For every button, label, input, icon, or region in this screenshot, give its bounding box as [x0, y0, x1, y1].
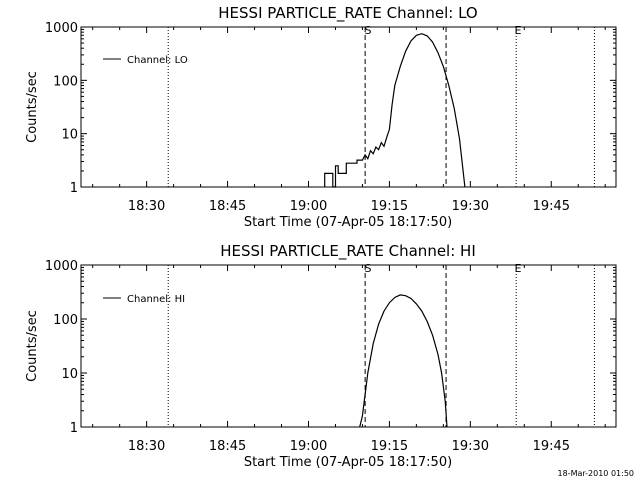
- x-axis-label: Start Time (07-Apr-05 18:17:50): [244, 215, 452, 230]
- y-tick-label: 1000: [45, 21, 78, 36]
- x-tick-label: 18:45: [209, 439, 246, 454]
- x-tick-label: 18:30: [128, 439, 165, 454]
- panel-dynamic-marks: [81, 26, 616, 188]
- y-axis-label: Counts/sec: [25, 310, 40, 382]
- chart-panel-lo: HESSI PARTICLE_RATE Channel: LO Start Ti…: [25, 4, 617, 230]
- x-axis-label: Start Time (07-Apr-05 18:17:50): [244, 455, 452, 470]
- chart-title: HESSI PARTICLE_RATE Channel: LO: [218, 4, 477, 23]
- x-tick-label: 19:15: [371, 199, 408, 214]
- footer-timestamp: 18-Mar-2010 01:50: [557, 469, 635, 478]
- panel-dynamic-marks: [81, 264, 616, 428]
- x-tick-label: 18:30: [128, 199, 165, 214]
- x-tick-label: 19:45: [533, 199, 570, 214]
- y-tick-label: 1: [70, 181, 78, 196]
- y-tick-label: 10: [61, 367, 78, 382]
- plot-frame: [80, 26, 617, 188]
- chart-title: HESSI PARTICLE_RATE Channel: HI: [220, 242, 476, 261]
- legend-entry: Channel: HI: [127, 294, 185, 305]
- y-axis-label: Counts/sec: [25, 71, 40, 143]
- x-tick-label: 19:00: [290, 439, 327, 454]
- y-tick-label: 1000: [45, 259, 78, 274]
- y-tick-label: 100: [53, 313, 78, 328]
- x-tick-label: 19:30: [452, 439, 489, 454]
- x-tick-label: 19:15: [371, 439, 408, 454]
- plot-frame: [80, 264, 617, 428]
- x-tick-label: 19:45: [533, 439, 570, 454]
- y-tick-label: 100: [53, 74, 78, 89]
- legend-entry: Channel: LO: [127, 55, 188, 66]
- x-tick-label: 19:00: [290, 199, 327, 214]
- x-tick-label: 18:45: [209, 199, 246, 214]
- marker-label-end: E: [515, 262, 522, 275]
- marker-label-start: S: [365, 262, 372, 275]
- marker-label-end: E: [515, 24, 522, 37]
- series-line: [359, 294, 448, 428]
- series-line: [324, 33, 466, 188]
- chart-panel-hi: HESSI PARTICLE_RATE Channel: HI Start Ti…: [25, 242, 617, 470]
- y-tick-label: 10: [61, 128, 78, 143]
- marker-label-start: S: [365, 24, 372, 37]
- y-tick-label: 1: [70, 421, 78, 436]
- x-tick-label: 19:30: [452, 199, 489, 214]
